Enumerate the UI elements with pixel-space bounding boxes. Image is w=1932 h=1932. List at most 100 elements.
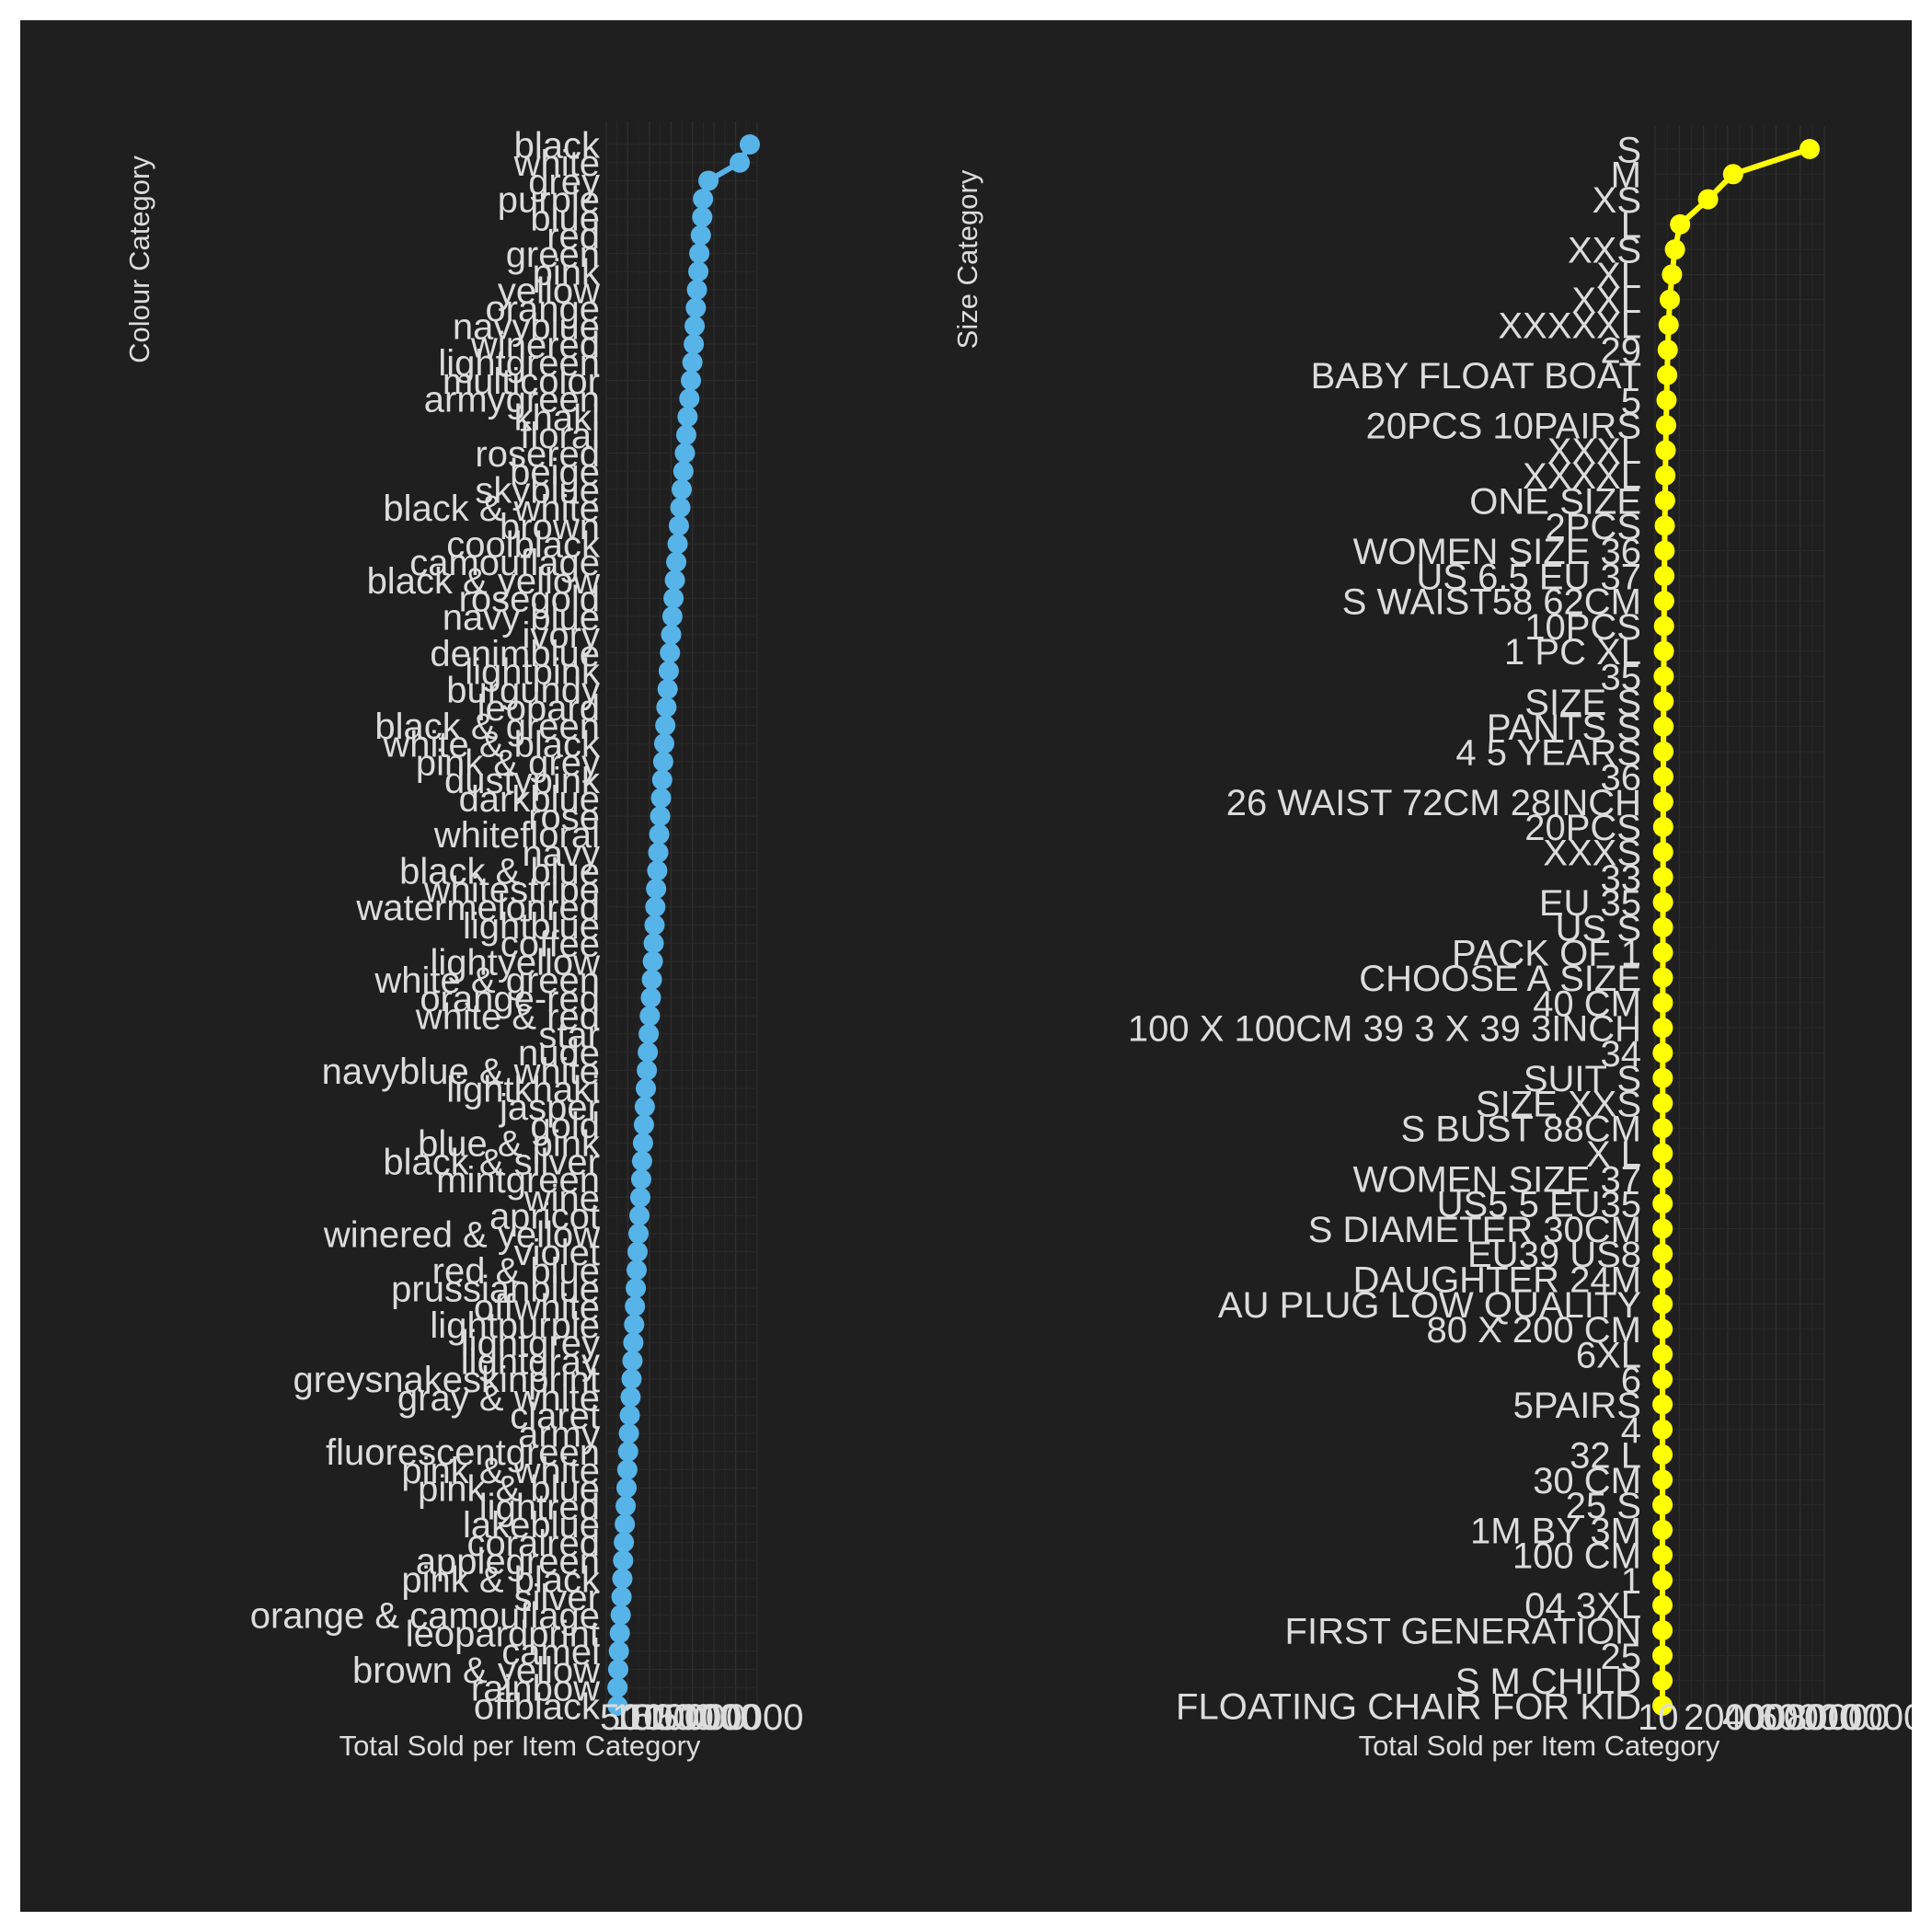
colour-category-label: burgundy	[446, 670, 600, 710]
colour-category-label: winered	[470, 325, 600, 365]
size-category-label: 26 WAIST 72CM 28INCH	[1226, 783, 1641, 823]
size-data-point	[1653, 640, 1674, 661]
colour-category-label: star	[538, 1015, 600, 1055]
colour-category-label: coralred	[466, 1524, 600, 1564]
colour-data-point	[610, 1604, 631, 1626]
colour-category-label: offblack	[474, 1686, 601, 1727]
size-data-point	[1652, 1193, 1673, 1214]
colour-category-label: multicolor	[443, 362, 600, 402]
colour-data-point	[663, 588, 684, 609]
colour-category-label: brown	[500, 507, 600, 547]
size-category-label: SIZE S	[1524, 683, 1641, 723]
size-data-point	[1652, 1394, 1673, 1415]
size-x-tick-label: 20000	[1684, 1697, 1786, 1738]
colour-data-point	[616, 1459, 638, 1480]
colour-category-label: winered & yellow	[323, 1214, 600, 1255]
colour-category-label: greysnakeskinprint	[293, 1360, 601, 1400]
colour-data-point	[607, 1677, 628, 1698]
size-data-point	[1655, 465, 1676, 486]
colour-category-label: orange	[485, 289, 600, 329]
size-category-label: 35	[1601, 657, 1642, 697]
colour-data-point	[740, 134, 760, 155]
size-category-label: 29	[1601, 331, 1642, 372]
colour-data-point	[666, 551, 687, 572]
colour-data-point	[638, 1023, 660, 1044]
colour-data-point	[614, 1532, 635, 1553]
size-points	[1652, 139, 1820, 1716]
colour-data-point	[658, 661, 679, 682]
size-data-point	[1652, 1143, 1673, 1164]
colour-data-point	[688, 261, 709, 282]
size-data-point	[1652, 967, 1673, 988]
colour-category-label: red & blue	[432, 1251, 600, 1292]
colour-category-label: lightblue	[463, 906, 600, 947]
size-category-label: WOMEN SIZE 36	[1353, 532, 1641, 572]
colour-y-axis-title: Colour Category	[123, 155, 155, 363]
size-data-point	[1652, 891, 1673, 913]
colour-category-label: pink & grey	[416, 742, 600, 783]
colour-category-label: lightpink	[465, 652, 601, 693]
colour-category-label: offwhite	[474, 1287, 600, 1328]
colour-category-label: army	[518, 1414, 600, 1455]
size-category-label: 1	[1621, 1561, 1641, 1602]
colour-data-point	[622, 1351, 643, 1372]
size-category-label: 20PCS	[1524, 808, 1641, 848]
colour-data-point	[625, 1295, 646, 1317]
colour-x-axis-title: Total Sold per Item Category	[339, 1730, 701, 1762]
colour-data-point	[638, 1041, 659, 1063]
size-category-label: X L	[1586, 1134, 1641, 1175]
colour-category-label: lightkhaki	[446, 1069, 600, 1110]
colour-data-point	[655, 715, 676, 736]
size-data-point	[1652, 766, 1673, 788]
size-category-label: 1 PC XL	[1504, 632, 1641, 673]
colour-data-point	[609, 1623, 630, 1644]
colour-category-label: white	[513, 144, 600, 184]
size-category-label: 4	[1621, 1410, 1641, 1451]
colour-category-label: beige	[510, 453, 600, 493]
size-category-label: EU39 US8	[1467, 1235, 1641, 1275]
colour-category-label: applegreen	[416, 1542, 600, 1582]
size-data-point	[1656, 415, 1676, 436]
size-category-label: XXXXL	[1523, 456, 1641, 497]
colour-category-label: black & silver	[383, 1142, 600, 1182]
colour-data-point	[607, 1696, 628, 1716]
size-data-point	[1654, 515, 1675, 536]
colour-category-label: navyblue	[453, 307, 600, 348]
size-category-label: 04 3XL	[1524, 1586, 1641, 1627]
size-data-point	[1652, 1218, 1673, 1239]
colour-data-point	[650, 788, 672, 809]
size-data-point	[1800, 139, 1820, 159]
colour-data-point	[679, 388, 700, 409]
size-category-label: 1M BY 3M	[1470, 1511, 1641, 1551]
size-chart-panel: Size Category Total Sold per Item Catego…	[951, 126, 1912, 1762]
colour-data-point	[637, 1060, 658, 1081]
colour-data-point	[647, 860, 668, 881]
colour-data-point	[672, 478, 692, 500]
size-data-point	[1658, 315, 1679, 336]
colour-category-label: camouflage	[409, 543, 600, 583]
size-category-label: S WAIST58 62CM	[1342, 582, 1641, 623]
colour-chart-panel: Colour Category Total Sold per Item Cate…	[123, 121, 803, 1762]
size-category-label: L	[1621, 205, 1641, 246]
size-category-label: M	[1611, 155, 1641, 196]
size-data-point	[1652, 1343, 1673, 1364]
colour-category-label: lightyellow	[430, 942, 600, 983]
size-data-point	[1653, 615, 1674, 637]
size-y-axis-title: Size Category	[951, 169, 983, 349]
size-category-label: 10PCS	[1524, 607, 1641, 648]
size-data-point	[1652, 1545, 1673, 1566]
size-data-point	[1652, 1018, 1673, 1039]
size-data-point	[1652, 1118, 1673, 1139]
size-data-point	[1653, 666, 1674, 687]
colour-category-label: nude	[518, 1033, 600, 1074]
colour-points	[607, 134, 760, 1716]
size-category-label: 36	[1601, 758, 1642, 799]
colour-data-point	[693, 189, 714, 210]
colour-data-point	[698, 170, 719, 191]
colour-data-point	[661, 606, 683, 627]
colour-category-label: coffee	[500, 925, 600, 965]
size-category-label: SUIT S	[1524, 1059, 1641, 1099]
colour-data-point	[629, 1205, 650, 1226]
colour-category-label: lightgray	[461, 1341, 600, 1382]
colour-data-point	[639, 1006, 661, 1027]
